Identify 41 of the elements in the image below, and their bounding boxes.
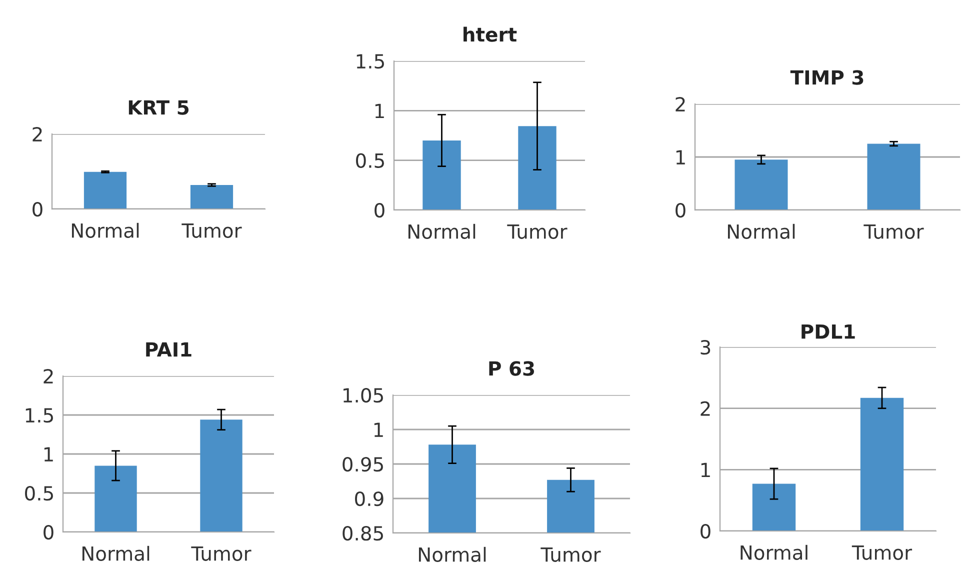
y-tick-label: 0 [676,202,686,218]
y-tick-label: 2 [676,96,685,112]
y-tick-label: 2 [32,126,42,142]
x-tick-label: Normal [408,224,476,239]
x-tick-label: Tumor [864,224,924,239]
x-tick-label: Tumor [852,545,912,560]
y-tick-label: 1.5 [356,54,384,69]
chart-title: htert [464,26,517,42]
y-tick-label: 3 [700,340,710,355]
y-tick-label: 1 [375,104,384,118]
y-tick-label: 0.9 [355,491,384,506]
x-tick-label: Tumor [182,223,242,238]
chart-title: PAI1 [146,342,192,357]
y-tick-label: 0 [374,202,384,218]
y-tick-label: 1.05 [344,388,383,403]
chart-title: P 63 [489,361,534,376]
y-tick-label: 1.5 [26,408,53,423]
x-tick-label: Normal [728,224,795,239]
chart-title: TIMP 3 [790,70,864,85]
y-tick-label: 0.85 [342,526,383,541]
y-tick-label: 1 [676,150,685,164]
x-tick-label: Normal [740,544,808,560]
y-tick-label: 1 [701,462,710,478]
y-tick-label: 0.5 [25,486,53,501]
x-tick-label: Tumor [540,547,601,562]
chart-title: KRT 5 [128,100,189,115]
y-tick-label: 0 [32,202,42,217]
chart-title: PDL1 [802,324,855,339]
y-tick-label: 2 [44,368,53,384]
y-tick-label: 2 [700,401,710,416]
y-tick-label: 0.95 [342,456,383,472]
x-tick-label: Normal [72,222,139,238]
x-tick-label: Normal [418,546,486,562]
x-tick-label: Normal [82,546,150,561]
y-tick-label: 1 [44,447,53,462]
y-tick-label: 0.5 [356,153,384,168]
x-tick-label: Tumor [507,224,568,239]
y-tick-label: 1 [374,422,383,437]
x-tick-label: Tumor [191,546,252,561]
y-tick-label: 0 [700,524,710,539]
y-tick-label: 0 [44,524,54,540]
